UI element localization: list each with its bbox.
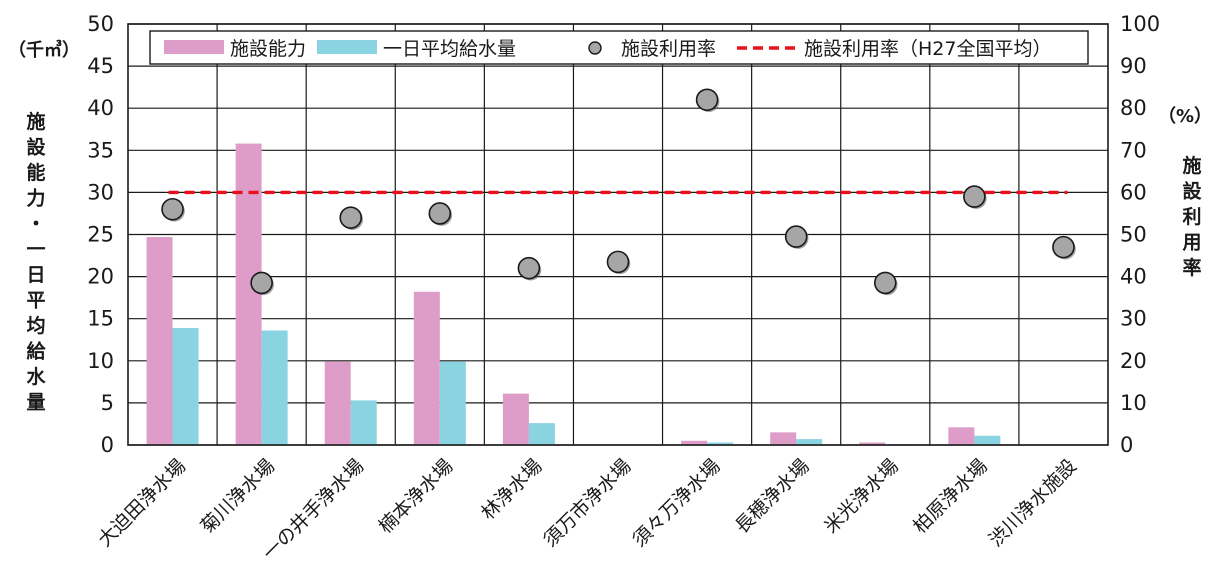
category-label: 林浄水場	[477, 455, 546, 524]
bar-capacity	[502, 393, 529, 445]
right-tick-label: 60	[1120, 180, 1147, 204]
axis-label-char: 設	[26, 136, 46, 159]
bar-avg-supply	[796, 439, 823, 445]
right-tick-label: 20	[1120, 349, 1147, 373]
axis-label-char: 設	[1182, 180, 1202, 203]
category-label: 須々万浄水場	[628, 455, 724, 551]
right-tick-label: 70	[1120, 138, 1147, 162]
right-tick-label: 100	[1120, 12, 1160, 36]
axis-label-char: 能	[26, 161, 45, 184]
utilization-point	[428, 202, 452, 225]
right-tick-label: 10	[1120, 391, 1147, 415]
bar-capacity	[948, 427, 975, 445]
axis-label-char: 給	[26, 340, 46, 363]
bar-avg-supply	[707, 442, 734, 445]
utilization-points	[161, 88, 1076, 296]
right-tick-label: 80	[1120, 96, 1147, 120]
right-tick-label: 0	[1120, 433, 1133, 457]
legend-marker-utilization	[588, 41, 602, 55]
utilization-point	[873, 271, 897, 295]
utilization-point	[963, 185, 986, 208]
utilization-point	[606, 250, 630, 274]
axis-label-char: 用	[1182, 232, 1201, 254]
legend-swatch-avg-supply	[317, 40, 377, 54]
left-tick-label: 10	[87, 349, 114, 373]
category-label: 米光浄水場	[820, 455, 903, 538]
bar-avg-supply	[261, 330, 288, 445]
category-labels: 大迫田浄水場 菊川浄水場一の井手浄水場 楠本浄水場 林浄水場須万市浄水場須々万浄水場長…	[94, 455, 1081, 565]
utilization-point	[784, 225, 808, 248]
category-label: 楠本浄水場	[375, 455, 458, 538]
bar-avg-supply	[439, 361, 466, 445]
left-axis-label: 施設能力・一日平均給水量	[26, 110, 46, 414]
axis-label-char: 平	[26, 290, 45, 312]
left-tick-label: 15	[87, 307, 114, 331]
utilization-point	[1052, 235, 1075, 259]
left-tick-label: 5	[101, 391, 114, 415]
axis-label-char: ・	[26, 213, 45, 235]
utilization-point	[339, 206, 363, 229]
utilization-point	[161, 197, 184, 221]
category-label: 菊川浄水場	[196, 455, 279, 538]
utilization-point	[695, 88, 719, 112]
category-label: 長穂浄水場	[731, 455, 814, 538]
right-axis-unit: （%）	[1158, 106, 1209, 127]
legend-swatch-capacity	[164, 40, 224, 54]
bar-avg-supply	[350, 400, 377, 445]
bar-avg-supply	[528, 423, 555, 445]
bar-capacity	[413, 291, 440, 445]
axis-label-char: 力	[26, 187, 45, 210]
left-tick-label: 50	[87, 12, 114, 36]
left-tick-label: 25	[87, 223, 114, 247]
left-tick-label: 45	[87, 54, 114, 78]
right-tick-label: 50	[1120, 223, 1147, 247]
bar-avg-supply	[172, 327, 199, 445]
bar-capacity	[146, 237, 173, 445]
left-tick-label: 40	[87, 96, 114, 120]
left-tick-label: 0	[101, 433, 114, 457]
right-tick-label: 30	[1120, 307, 1147, 331]
utilization-point	[517, 256, 541, 280]
legend-label-national-average: 施設利用率（H27全国平均）	[804, 38, 1051, 60]
left-axis-unit: （千㎥）	[8, 39, 80, 61]
right-tick-label: 90	[1120, 54, 1147, 78]
bar-capacity	[324, 361, 351, 445]
legend: 施設能力 一日平均給水量 施設利用率 施設利用率（H27全国平均）	[149, 30, 1089, 65]
bar-capacity	[859, 442, 886, 445]
legend-label-utilization: 施設利用率	[621, 38, 716, 60]
axis-label-char: 水	[26, 366, 46, 388]
axis-label-char: 施	[1182, 154, 1201, 177]
right-tick-label: 40	[1120, 265, 1147, 289]
legend-label-capacity: 施設能力	[230, 38, 306, 60]
utilization-point	[250, 271, 273, 295]
bar-capacity	[681, 440, 708, 445]
category-label: 須万市浄水場	[539, 455, 635, 551]
axis-label-char: 一	[26, 239, 45, 261]
axis-label-char: 均	[26, 314, 45, 337]
right-axis-label: 施設利用率	[1182, 154, 1202, 279]
bar-capacity	[235, 143, 262, 445]
left-tick-label: 35	[87, 138, 114, 162]
axis-label-char: 日	[26, 264, 45, 286]
legend-label-avg-supply: 一日平均給水量	[383, 38, 516, 60]
axis-label-char: 施	[26, 110, 45, 133]
left-axis-ticks: 0 5 10 15 20 25 30 35 40 45 50	[87, 12, 114, 457]
right-axis-ticks: 0 10 20 30 40 50 60 70 80 90 100	[1120, 12, 1160, 457]
axis-label-char: 率	[1182, 256, 1201, 279]
legend-box	[149, 30, 1089, 65]
category-label: 大迫田浄水場	[94, 455, 190, 551]
category-label: 柏原浄水場	[909, 455, 992, 538]
axis-label-char: 量	[26, 392, 45, 414]
plot-area	[127, 23, 1109, 446]
category-label: 渋川浄水施設	[985, 455, 1081, 551]
bar-avg-supply	[974, 435, 1001, 445]
axis-label-char: 利	[1182, 206, 1201, 228]
left-tick-label: 20	[87, 265, 114, 289]
left-tick-label: 30	[87, 180, 114, 204]
bar-capacity	[770, 432, 797, 445]
